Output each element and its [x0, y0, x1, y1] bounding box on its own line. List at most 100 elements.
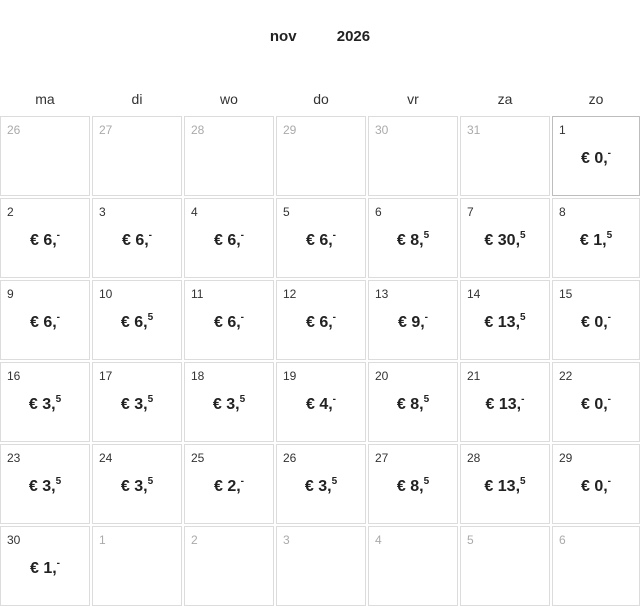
price-whole: € 0, [580, 396, 608, 413]
price-whole: € 0, [580, 314, 608, 331]
price-cents: 5 [423, 230, 430, 241]
price-cents: - [56, 312, 61, 323]
price-cents: - [332, 312, 337, 323]
day-price: € 3,5 [277, 476, 365, 496]
price-cents: - [148, 230, 153, 241]
day-number: 24 [99, 451, 113, 465]
day-number: 3 [99, 205, 106, 219]
day-price: € 3,5 [93, 394, 181, 414]
price-cents: 5 [147, 312, 154, 323]
day-cell-outside-month: 27 [92, 116, 182, 196]
day-number: 1 [559, 123, 566, 137]
day-price: € 0,- [553, 394, 639, 414]
weekday-label: wo [220, 91, 238, 107]
month-year-header: nov 2026 [0, 28, 640, 45]
day-price: € 1,- [1, 558, 89, 578]
price-whole: € 9, [397, 314, 425, 331]
day-price: € 9,- [369, 312, 457, 332]
price-whole: € 6, [29, 232, 57, 249]
weekday-label: vr [407, 91, 419, 107]
day-price: € 3,5 [185, 394, 273, 414]
day-cell[interactable]: 11 € 6,- [184, 280, 274, 360]
price-whole: € 8, [396, 396, 424, 413]
price-whole: € 3, [304, 478, 332, 495]
day-cell[interactable]: 8 € 1,5 [552, 198, 640, 278]
day-price: € 3,5 [1, 394, 89, 414]
day-cell[interactable]: 27 € 8,5 [368, 444, 458, 524]
day-cell-outside-month: 30 [368, 116, 458, 196]
day-number: 1 [99, 533, 106, 547]
day-cell[interactable]: 2 € 6,- [0, 198, 90, 278]
day-cell[interactable]: 24 € 3,5 [92, 444, 182, 524]
day-cell[interactable]: 7 € 30,5 [460, 198, 550, 278]
price-cents: 5 [331, 476, 338, 487]
day-number: 30 [7, 533, 21, 547]
day-cell[interactable]: 25 € 2,- [184, 444, 274, 524]
price-whole: € 6, [213, 232, 241, 249]
day-number: 20 [375, 369, 389, 383]
day-cell[interactable]: 30 € 1,- [0, 526, 90, 606]
day-cell[interactable]: 10 € 6,5 [92, 280, 182, 360]
price-whole: € 3, [212, 396, 240, 413]
day-cell[interactable]: 17 € 3,5 [92, 362, 182, 442]
day-cell[interactable]: 4 € 6,- [184, 198, 274, 278]
day-cell[interactable]: 13 € 9,- [368, 280, 458, 360]
day-cell[interactable]: 16 € 3,5 [0, 362, 90, 442]
day-number: 18 [191, 369, 205, 383]
day-cell[interactable]: 6 € 8,5 [368, 198, 458, 278]
day-cell[interactable]: 14 € 13,5 [460, 280, 550, 360]
price-cents: 5 [520, 230, 526, 241]
price-whole: € 3, [120, 396, 148, 413]
price-whole: € 3, [120, 478, 148, 495]
price-cents: - [607, 394, 612, 405]
day-cell[interactable]: 9 € 6,- [0, 280, 90, 360]
day-cell[interactable]: 1 € 0,- [552, 116, 640, 196]
day-price: € 4,- [277, 394, 365, 414]
day-cell-outside-month: 2 [184, 526, 274, 606]
day-cell[interactable]: 18 € 3,5 [184, 362, 274, 442]
day-cell[interactable]: 12 € 6,- [276, 280, 366, 360]
price-whole: € 13, [484, 314, 521, 331]
day-cell[interactable]: 15 € 0,- [552, 280, 640, 360]
day-price: € 6,- [185, 312, 273, 332]
day-number: 3 [283, 533, 290, 547]
day-cell[interactable]: 22 € 0,- [552, 362, 640, 442]
day-number: 28 [191, 123, 205, 137]
price-cents: - [607, 312, 612, 323]
price-whole: € 3, [28, 478, 56, 495]
day-cell[interactable]: 21 € 13,- [460, 362, 550, 442]
price-whole: € 13, [485, 396, 522, 413]
price-cents: 5 [55, 476, 62, 487]
day-number: 29 [559, 451, 573, 465]
day-cell[interactable]: 20 € 8,5 [368, 362, 458, 442]
day-cell[interactable]: 19 € 4,- [276, 362, 366, 442]
price-cents: - [607, 148, 612, 159]
day-cell[interactable]: 28 € 13,5 [460, 444, 550, 524]
price-whole: € 2, [213, 478, 241, 495]
day-cell[interactable]: 26 € 3,5 [276, 444, 366, 524]
price-cents: 5 [520, 476, 526, 487]
day-cell-outside-month: 5 [460, 526, 550, 606]
day-cell[interactable]: 5 € 6,- [276, 198, 366, 278]
price-cents: - [607, 476, 612, 487]
day-number: 25 [191, 451, 205, 465]
day-cell[interactable]: 29 € 0,- [552, 444, 640, 524]
day-price: € 6,- [1, 312, 89, 332]
price-whole: € 8, [396, 478, 424, 495]
day-number: 28 [467, 451, 481, 465]
weekday-label: do [313, 91, 329, 107]
price-cents: 5 [423, 394, 430, 405]
day-number: 21 [467, 369, 481, 383]
day-number: 12 [283, 287, 297, 301]
day-number: 4 [375, 533, 382, 547]
day-number: 14 [467, 287, 481, 301]
day-cell-outside-month: 28 [184, 116, 274, 196]
day-price: € 0,- [553, 148, 639, 168]
day-price: € 13,5 [461, 312, 549, 332]
day-cell[interactable]: 3 € 6,- [92, 198, 182, 278]
day-cell[interactable]: 23 € 3,5 [0, 444, 90, 524]
price-cents: - [424, 312, 429, 323]
day-number: 8 [559, 205, 566, 219]
day-number: 10 [99, 287, 113, 301]
day-number: 26 [7, 123, 21, 137]
